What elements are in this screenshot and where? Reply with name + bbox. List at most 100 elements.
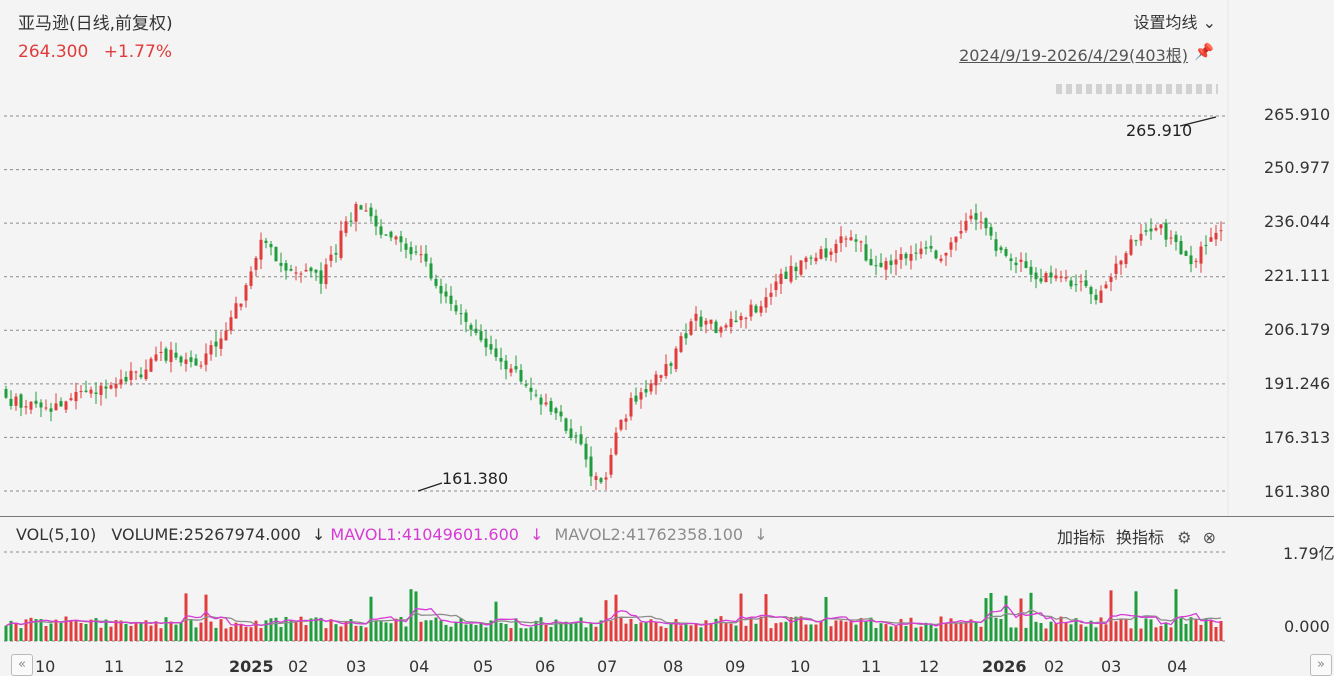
candle-body: [534, 394, 538, 396]
volume-bar: [269, 618, 273, 641]
candle-body: [499, 357, 503, 362]
candle-body: [189, 357, 193, 362]
candle-body: [614, 432, 618, 455]
volume-bar: [454, 621, 458, 641]
candle-body: [569, 428, 573, 438]
volume-bar: [14, 623, 18, 641]
candle-body: [909, 254, 913, 261]
candle-body: [1074, 284, 1078, 286]
price-panel[interactable]: 亚马逊(日线,前复权) 264.300 +1.77% 设置均线 ⌄ 2024/9…: [0, 0, 1334, 516]
volume-bar: [1204, 618, 1208, 641]
volume-bar: [354, 625, 358, 641]
volume-bar: [619, 617, 623, 641]
volume-bar: [394, 618, 398, 641]
candle-body: [794, 266, 798, 272]
volume-bar: [94, 618, 98, 641]
candle-body: [554, 408, 558, 414]
candle-body: [714, 321, 718, 333]
candle-body: [394, 236, 398, 240]
candle-body: [104, 386, 108, 389]
volume-bar: [664, 627, 668, 641]
pin-icon[interactable]: 📌: [1194, 42, 1214, 61]
gear-icon[interactable]: ⚙: [1177, 528, 1192, 547]
candle-body: [679, 336, 683, 352]
volume-bar: [1184, 623, 1188, 641]
volume-bar: [1159, 625, 1163, 641]
candle-body: [264, 240, 268, 243]
volume-panel[interactable]: VOL(5,10) VOLUME:25267974.000 ↓ MAVOL1:4…: [0, 517, 1334, 676]
volume-bar: [754, 623, 758, 641]
candle-body: [4, 389, 8, 398]
candle-body: [39, 402, 43, 408]
candle-body: [349, 220, 353, 222]
volume-bar: [914, 627, 918, 641]
volume-bar: [1069, 624, 1073, 641]
x-tick-label: 12: [164, 657, 185, 676]
candle-body: [594, 476, 598, 480]
candle-body: [489, 344, 493, 350]
add-indicator-button[interactable]: 加指标: [1056, 528, 1105, 547]
candle-body: [684, 333, 688, 339]
volume-bar: [1154, 627, 1158, 641]
volume-bar: [179, 622, 183, 641]
candle-body: [844, 238, 848, 240]
candle-body: [119, 379, 123, 385]
volume-bar: [974, 622, 978, 641]
candle-body: [1089, 287, 1093, 295]
candle-body: [314, 269, 318, 273]
volume-bar: [109, 626, 113, 641]
candle-body: [439, 285, 443, 294]
volume-bar: [864, 621, 868, 641]
candle-body: [1059, 276, 1063, 278]
y-tick-label: 161.380: [1264, 482, 1331, 501]
volume-bar: [1024, 627, 1028, 641]
candle-body: [809, 257, 813, 259]
volume-bar: [784, 621, 788, 641]
volume-bar: [264, 620, 268, 641]
volume-bar: [1039, 623, 1043, 641]
volume-bar: [689, 625, 693, 641]
ma-setting-label: 设置均线: [1133, 13, 1198, 32]
candle-body: [749, 304, 753, 317]
volume-bar: [794, 616, 798, 641]
volume-bar: [904, 625, 908, 641]
candle-body: [964, 220, 968, 231]
candle-body: [734, 320, 738, 323]
y-tick-label: 191.246: [1264, 374, 1331, 393]
volume-bar: [514, 618, 518, 641]
volume-bar: [1004, 595, 1008, 641]
candle-body: [544, 402, 548, 405]
switch-indicator-button[interactable]: 换指标: [1116, 528, 1165, 547]
x-tick-label: 02: [288, 657, 309, 676]
volume-bar: [719, 616, 723, 641]
candle-body: [934, 250, 938, 259]
candle-body: [1109, 276, 1113, 282]
volume-bar: [1129, 628, 1133, 641]
candle-body: [719, 327, 723, 333]
scroll-right-button[interactable]: »: [1310, 654, 1332, 676]
volume-bar: [559, 623, 563, 641]
candle-body: [199, 365, 203, 367]
volume-bar: [1199, 624, 1203, 641]
volume-bar: [289, 620, 293, 641]
candle-body: [94, 392, 98, 394]
volume-bar: [589, 623, 593, 641]
candle-body: [149, 358, 153, 372]
candle-body: [659, 375, 663, 378]
volume-bar: [284, 616, 288, 641]
candle-body: [834, 243, 838, 254]
volume-bar: [524, 628, 528, 641]
volume-bar: [1094, 627, 1098, 641]
chart-title: 亚马逊(日线,前复权): [18, 14, 173, 34]
close-icon[interactable]: ⊗: [1202, 528, 1216, 547]
date-range-link[interactable]: 2024/9/19-2026/4/29(403根): [959, 46, 1188, 65]
candle-body: [64, 401, 68, 410]
candle-body: [319, 270, 323, 284]
volume-bar: [99, 627, 103, 641]
vol-indicator-name: VOL(5,10): [16, 525, 97, 544]
scroll-left-button[interactable]: «: [11, 654, 33, 676]
volume-bar: [854, 624, 858, 641]
volume-bar: [69, 621, 73, 641]
ma-setting-dropdown[interactable]: 设置均线 ⌄: [1133, 9, 1216, 33]
x-tick-label: 2025: [229, 657, 274, 676]
